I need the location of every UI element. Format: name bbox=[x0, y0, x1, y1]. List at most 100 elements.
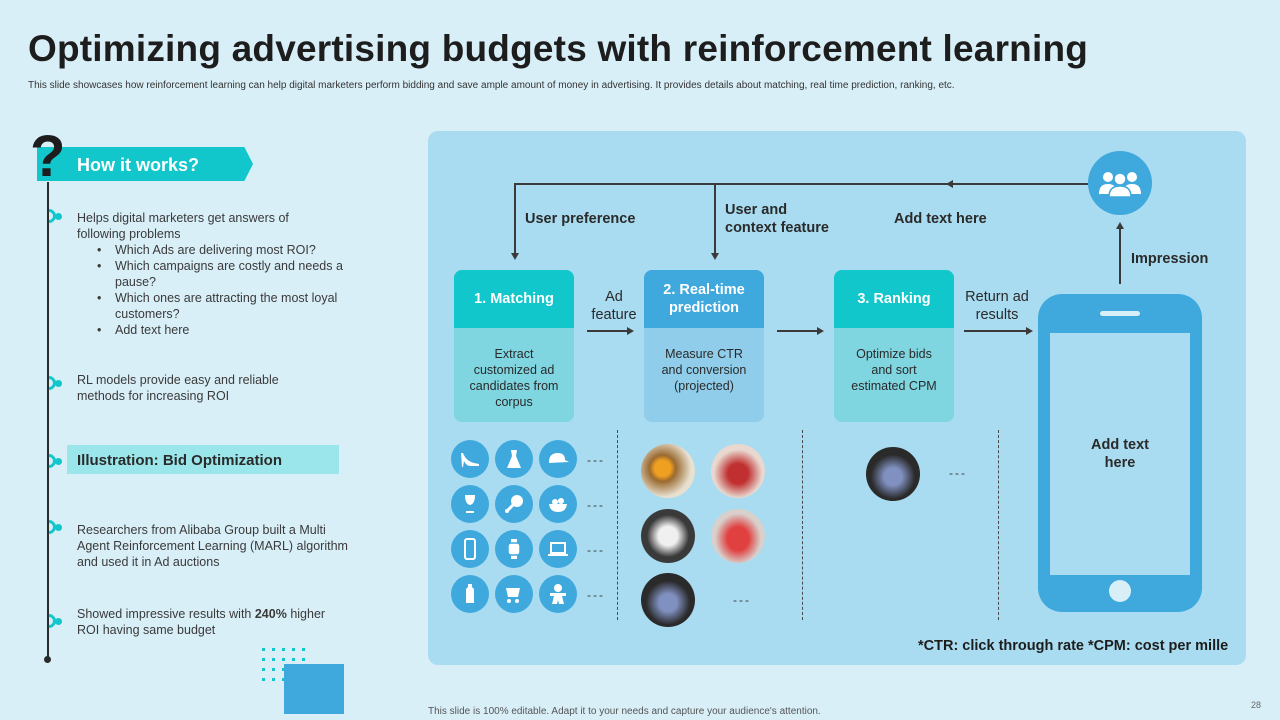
phone-screen bbox=[1050, 333, 1190, 575]
page-number: 28 bbox=[1251, 700, 1262, 710]
arrow-line bbox=[777, 330, 817, 332]
smartphone-icon bbox=[451, 530, 489, 568]
arrow-line bbox=[587, 330, 627, 332]
laptop-icon bbox=[539, 530, 577, 568]
stroller-icon bbox=[495, 575, 533, 613]
bullet-item: Which ones are attracting the most loyal… bbox=[77, 290, 339, 322]
illustration-label: Illustration: Bid Optimization bbox=[77, 452, 282, 469]
matching-card-body: Extract customized ad candidates from co… bbox=[454, 328, 574, 410]
timeline-dot bbox=[55, 458, 62, 465]
card-title-line: 2. Real-time bbox=[663, 282, 745, 298]
how-it-works-banner bbox=[37, 147, 253, 181]
arrow-right bbox=[627, 327, 634, 335]
card-text-line: Extract bbox=[494, 347, 534, 361]
decor-square bbox=[284, 664, 344, 714]
card-text-line: and sort bbox=[871, 363, 917, 377]
dashed-divider bbox=[802, 430, 803, 620]
illustration-label-box bbox=[67, 445, 339, 474]
bullet-item: Which campaigns are costly and needs a p… bbox=[77, 258, 347, 290]
ad-feature-label: Ad feature bbox=[586, 288, 642, 324]
phone-home-button bbox=[1109, 580, 1131, 602]
gingerbread-icon bbox=[539, 575, 577, 613]
arrow-line bbox=[964, 330, 1026, 332]
card-title-line: prediction bbox=[668, 300, 740, 316]
timeline-end-dot bbox=[44, 656, 51, 663]
card-text-line: (projected) bbox=[674, 379, 734, 393]
ranking-card-body: Optimize bids and sort estimated CPM bbox=[834, 328, 954, 394]
prediction-card-title: 2. Real-time prediction bbox=[644, 270, 764, 328]
arrow-right bbox=[1026, 327, 1033, 335]
results-text: Showed impressive results with 240% high… bbox=[77, 606, 349, 638]
wine-glass-icon bbox=[451, 485, 489, 523]
card-text-line: corpus bbox=[495, 395, 533, 409]
food-photo bbox=[641, 444, 695, 498]
user-context-label: User and context feature bbox=[725, 201, 829, 237]
robot-photo bbox=[641, 509, 695, 563]
heel-icon bbox=[451, 440, 489, 478]
matching-card: 1. Matching Extract customized ad candid… bbox=[454, 270, 574, 422]
card-text-line: and conversion bbox=[661, 363, 747, 377]
dash-separator: --- bbox=[733, 593, 751, 607]
editable-note: This slide is 100% editable. Adapt it to… bbox=[428, 706, 821, 717]
arrow-down bbox=[711, 253, 719, 260]
arrow-up bbox=[1116, 222, 1124, 229]
users-icon bbox=[1088, 151, 1152, 215]
impression-label: Impression bbox=[1131, 251, 1209, 267]
ad-feature-line1: Ad bbox=[605, 289, 623, 305]
timeline-dot bbox=[55, 524, 62, 531]
results-highlight: 240% bbox=[254, 607, 287, 621]
arrow-down bbox=[511, 253, 519, 260]
salad-bowl-icon bbox=[539, 485, 577, 523]
add-text-label: Add text here bbox=[894, 211, 987, 227]
ranked-toy-photo bbox=[866, 447, 920, 501]
dashed-divider bbox=[617, 430, 618, 620]
dash-separator: --- bbox=[587, 543, 605, 557]
ranking-card: 3. Ranking Optimize bids and sort estima… bbox=[834, 270, 954, 422]
phone-text: Add text here bbox=[1070, 436, 1170, 472]
return-ad-label: Return ad results bbox=[960, 288, 1034, 324]
arrow-left bbox=[946, 180, 953, 188]
dashed-divider bbox=[998, 430, 999, 620]
user-preference-label: User preference bbox=[525, 211, 636, 227]
bullet-item: Add text here bbox=[77, 322, 347, 338]
results-text-post: higher ROI having same budget bbox=[77, 607, 326, 637]
matching-card-title: 1. Matching bbox=[454, 270, 574, 328]
timeline-line bbox=[47, 182, 49, 659]
page-title: Optimizing advertising budgets with rein… bbox=[28, 28, 1089, 69]
rl-models-text: RL models provide easy and reliable meth… bbox=[77, 373, 279, 403]
feedback-line bbox=[514, 183, 1088, 185]
return-ad-line2: results bbox=[975, 307, 1019, 323]
shoe-photo bbox=[711, 444, 765, 498]
dress-icon bbox=[495, 440, 533, 478]
problems-list: Helps digital marketers get answers of f… bbox=[77, 210, 347, 338]
context-line bbox=[714, 183, 716, 253]
question-mark-icon: ? bbox=[30, 124, 66, 189]
footnote: *CTR: click through rate *CPM: cost per … bbox=[918, 638, 1229, 654]
ad-feature-line2: feature bbox=[591, 307, 637, 323]
dash-separator: --- bbox=[587, 453, 605, 467]
results-text-pre: Showed impressive results with bbox=[77, 607, 255, 621]
return-ad-line1: Return ad bbox=[965, 289, 1029, 305]
phone-speaker bbox=[1100, 311, 1140, 316]
bullet-item: Which Ads are delivering most ROI? bbox=[77, 242, 347, 258]
timeline-dot bbox=[55, 618, 62, 625]
chicken-leg-icon bbox=[495, 485, 533, 523]
arrow-right bbox=[817, 327, 824, 335]
how-it-works-heading: How it works? bbox=[77, 155, 200, 175]
user-context-line2: context feature bbox=[725, 220, 829, 236]
dress-photo bbox=[711, 509, 765, 563]
phone-text-line2: here bbox=[1104, 455, 1136, 471]
card-text-line: Optimize bids bbox=[856, 347, 932, 361]
page-subtitle: This slide showcases how reinforcement l… bbox=[28, 80, 955, 91]
smartwatch-icon bbox=[495, 530, 533, 568]
card-text-line: customized ad bbox=[473, 363, 555, 377]
dash-separator: --- bbox=[949, 466, 967, 480]
problems-intro: Helps digital marketers get answers of f… bbox=[77, 211, 289, 241]
baby-bottle-icon bbox=[451, 575, 489, 613]
cap-icon bbox=[539, 440, 577, 478]
dash-separator: --- bbox=[587, 588, 605, 602]
prediction-card: 2. Real-time prediction Measure CTR and c… bbox=[644, 270, 764, 422]
card-text-line: estimated CPM bbox=[851, 379, 937, 393]
timeline-dot bbox=[55, 380, 62, 387]
ranking-card-title: 3. Ranking bbox=[834, 270, 954, 328]
